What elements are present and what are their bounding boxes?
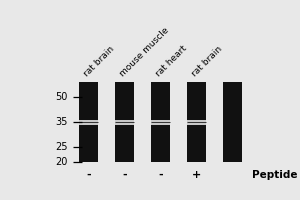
- Text: +: +: [192, 170, 201, 180]
- Text: -: -: [122, 170, 127, 180]
- Text: rat brain: rat brain: [190, 44, 224, 78]
- Text: 25: 25: [56, 142, 68, 152]
- Bar: [79, 82, 98, 162]
- Bar: [115, 82, 134, 162]
- Bar: [187, 82, 206, 162]
- Bar: [115, 119, 134, 124]
- Text: -: -: [158, 170, 163, 180]
- Text: -: -: [86, 170, 91, 180]
- Text: rat brain: rat brain: [82, 44, 116, 78]
- Text: mouse muscle: mouse muscle: [118, 25, 171, 78]
- Text: Peptide: Peptide: [252, 170, 298, 180]
- Text: 35: 35: [56, 117, 68, 127]
- Text: rat heart: rat heart: [154, 43, 189, 78]
- Text: 50: 50: [56, 92, 68, 102]
- Bar: [151, 119, 170, 124]
- Bar: [187, 119, 206, 124]
- Bar: [223, 82, 242, 162]
- Text: 20: 20: [56, 157, 68, 167]
- Bar: [151, 82, 170, 162]
- Bar: [79, 119, 98, 124]
